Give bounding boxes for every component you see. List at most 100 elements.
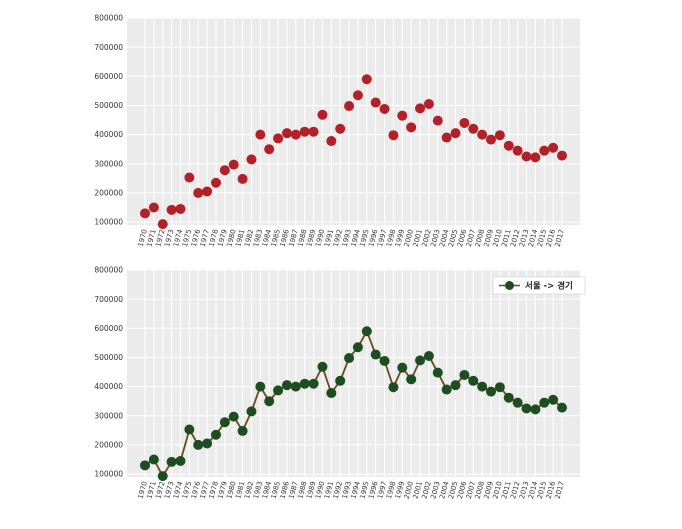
scatter-point [486,134,497,145]
line-marker [184,424,195,435]
scatter-point [344,101,355,112]
line-marker [423,351,434,362]
line-marker [388,382,399,393]
x-axis-ticks: 1970197119721973197419751976197719781979… [137,480,566,500]
line-marker [193,439,204,450]
scatter-point [370,97,381,108]
line-marker [290,381,301,392]
scatter-point [193,187,204,198]
scatter-point [388,130,399,141]
y-tick-label: 200000 [94,441,123,450]
scatter-point [237,173,248,184]
scatter-point [406,122,417,133]
y-tick-label: 300000 [94,411,123,420]
y-axis-ticks: 800000 700000 600000 500000 400000 300000 2000… [94,14,123,227]
y-tick-label: 800000 [94,266,123,275]
scatter-point [210,177,221,188]
legend: 서울 -> 경기 [492,276,586,295]
line-marker [317,361,328,372]
line-marker [406,374,417,385]
x-axis-ticks: 1970197119721973197419751976197719781979… [137,228,566,248]
line-marker [326,388,337,399]
scatter-point [477,129,488,140]
line-marker [477,381,488,392]
scatter-point [494,130,505,141]
scatter-point [219,165,230,176]
line-marker [557,402,567,413]
y-tick-label: 200000 [94,189,123,198]
scatter-point [202,186,213,197]
scatter-point [512,145,523,156]
scatter-point [530,152,541,163]
y-tick-label: 100000 [94,218,123,227]
line-marker [140,460,150,471]
line-marker [210,429,221,440]
line-marker [530,404,541,415]
legend-marker-swatch [505,281,514,290]
line-marker [246,406,257,417]
line-marker [459,369,470,380]
line-marker [521,403,532,414]
line-marker [148,454,159,465]
line-marker [166,456,177,467]
grid-lines [127,17,580,225]
scatter-point [468,123,479,134]
line-marker [308,378,319,389]
scatter-chart: 800000 700000 600000 500000 400000 300000 2000… [94,14,580,248]
line-marker [503,392,514,403]
y-tick-label: 300000 [94,159,123,168]
scatter-point [335,123,346,134]
scatter-point [361,74,372,85]
line-marker [255,381,266,392]
scatter-point [521,151,532,162]
y-tick-label: 400000 [94,382,123,391]
line-marker [352,342,363,353]
line-marker [202,438,213,449]
line-marker [175,455,186,466]
line-marker [539,397,550,408]
scatter-point [397,110,408,121]
y-tick-label: 600000 [94,72,123,81]
line-marker [344,353,355,364]
line-marker [512,397,523,408]
scatter-point [228,159,239,170]
scatter-point [415,103,426,114]
scatter-point [290,129,301,140]
line-marker [450,380,461,391]
y-tick-label: 700000 [94,43,123,52]
scatter-point [423,99,434,110]
line-marker [486,386,497,397]
line-series [140,326,567,482]
scatter-point [441,132,452,143]
scatter-point [140,208,150,219]
y-axis-ticks: 800000 700000 600000 500000 400000 300000 2000… [94,266,123,479]
scatter-point [352,90,363,101]
scatter-point [184,172,195,183]
scatter-point [450,128,461,139]
line-marker [441,384,452,395]
scatter-point [379,103,390,114]
scatter-point [459,117,470,128]
line-marker [219,417,230,428]
scatter-point [557,150,567,161]
line-marker [157,471,168,482]
scatter-point [157,219,168,230]
line-marker [370,349,381,360]
scatter-point [255,129,266,140]
scatter-point [246,154,257,165]
scatter-point [317,109,328,120]
legend-box [492,276,586,295]
scatter-point [148,202,159,213]
scatter-point [166,204,177,215]
scatter-point [281,128,292,139]
y-tick-label: 500000 [94,353,123,362]
y-tick-label: 700000 [94,295,123,304]
scatter-point [299,126,310,137]
line-marker [281,380,292,391]
line-marker [432,367,443,378]
line-marker [468,375,479,386]
line-marker [299,378,310,389]
line-marker [548,394,559,405]
y-tick-label: 500000 [94,101,123,110]
